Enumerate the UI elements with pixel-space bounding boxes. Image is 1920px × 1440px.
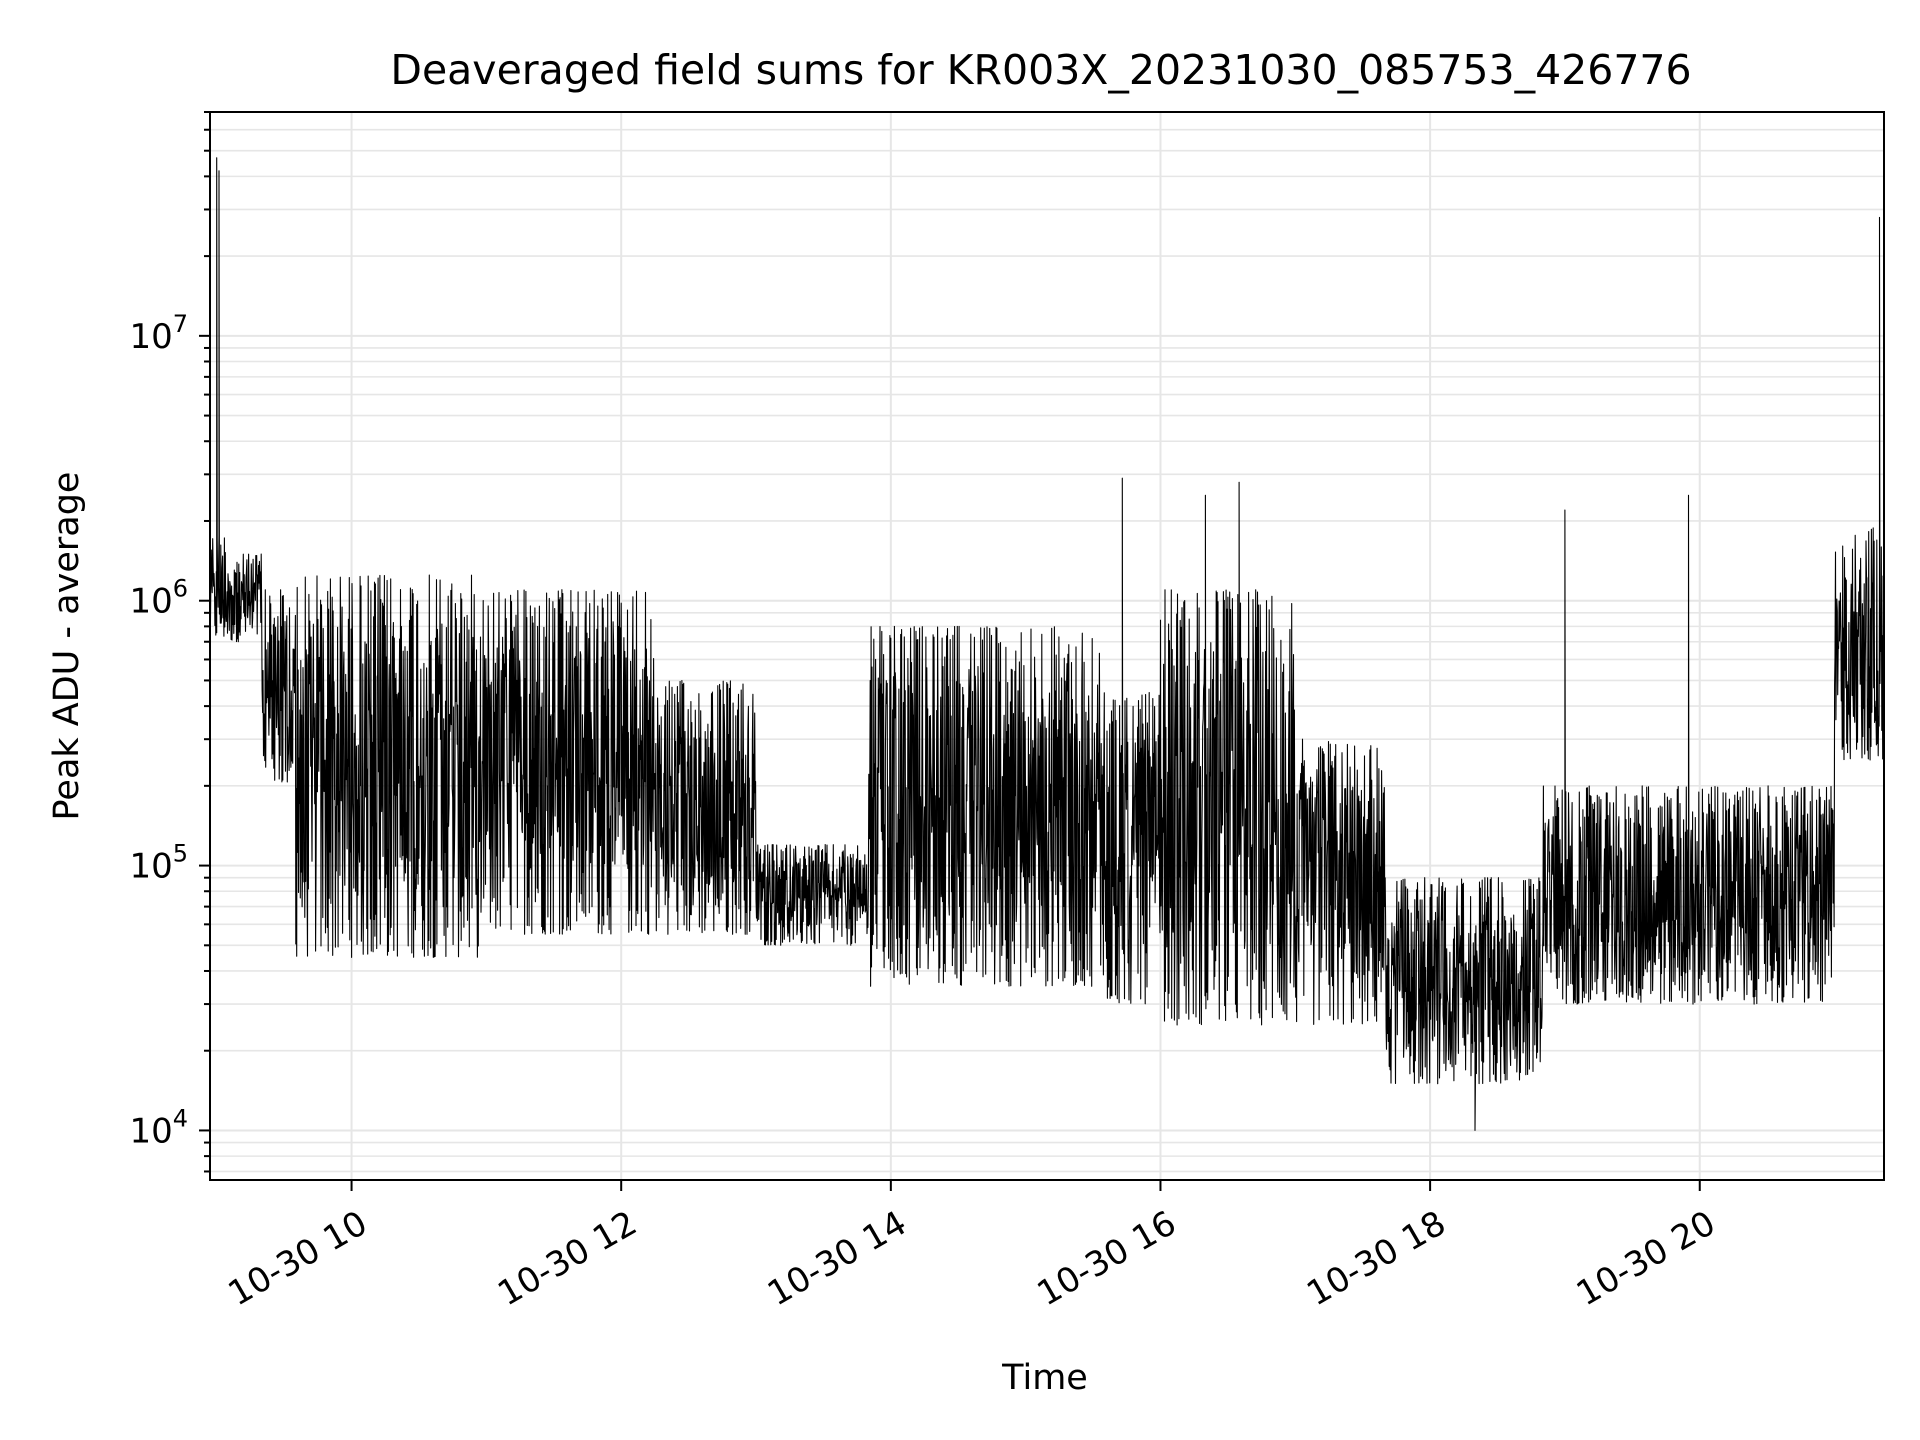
plot-area-frame <box>209 111 1885 1181</box>
y-tick-label: 107 <box>129 310 188 357</box>
x-axis-ticks <box>350 1180 1701 1191</box>
data-series-line <box>209 157 1885 1131</box>
y-axis-tick-labels: 104 105 106 107 <box>129 310 188 1152</box>
x-axis-label: Time <box>1001 1358 1088 1398</box>
y-axis-label: Peak ADU - average <box>47 472 87 821</box>
y-tick-label: 105 <box>129 840 188 887</box>
chart-title: Deaveraged field sums for KR003X_2023103… <box>390 46 1691 94</box>
y-tick-label: 106 <box>129 575 188 622</box>
y-axis-ticks <box>199 111 210 1173</box>
series-line <box>209 157 1885 1131</box>
y-tick-label: 104 <box>129 1104 188 1151</box>
